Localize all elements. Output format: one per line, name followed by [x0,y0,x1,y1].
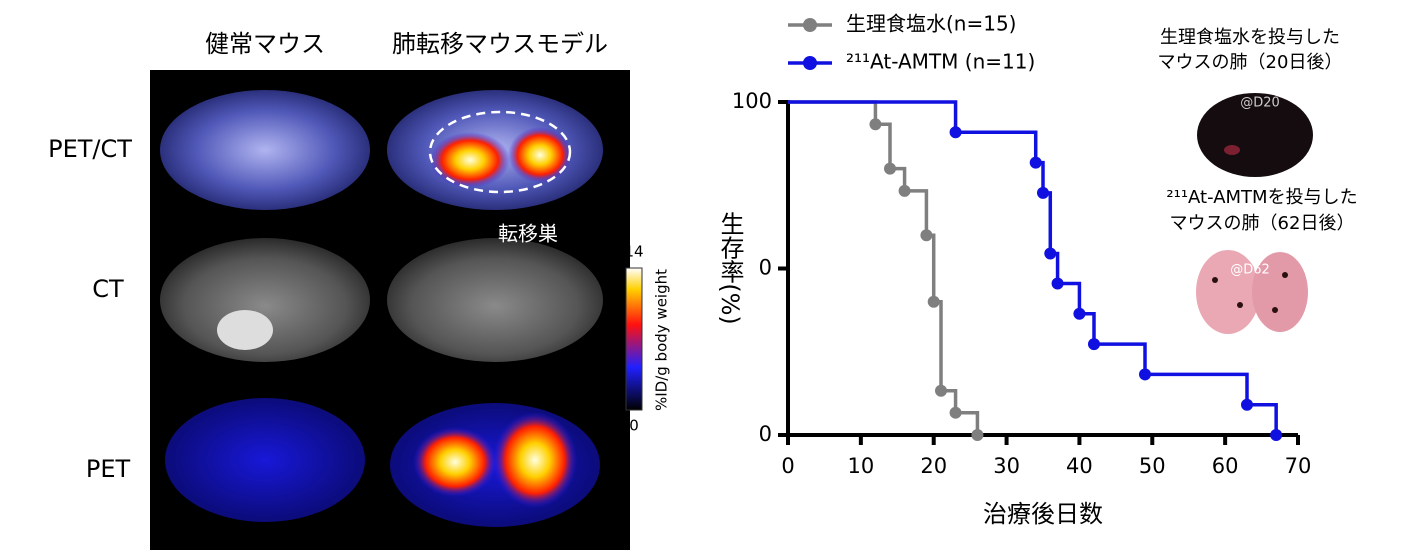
y-tick-label: 0 [759,256,772,280]
x-tick-label: 60 [1212,454,1239,478]
lung-photo [1196,250,1260,334]
colorbar [625,267,643,411]
lung-photo [1252,252,1308,332]
y-tick-label: 0 [759,422,772,446]
legend-marker [803,56,817,70]
scan-hotspot [413,427,497,497]
photo-caption: 生理食塩水を投与した [1160,27,1340,48]
scan-panel: 健常マウス 肺転移マウスモデル PET/CT CT PET 転移巣 14 0 %… [48,30,671,550]
legend-label: ²¹¹At-AMTM (n=11) [846,50,1035,74]
x-tick-label: 70 [1285,454,1312,478]
row-label: PET/CT [48,135,132,163]
photo-tag: @D20 [1240,96,1280,111]
tumor-outline [428,110,572,194]
event-marker [1051,277,1064,290]
event-marker [920,229,933,242]
colorbar-max: 14 [624,243,643,261]
event-marker [1044,247,1057,260]
scan-hotspot [493,412,577,508]
legend-marker [803,18,817,32]
event-marker [1073,307,1086,320]
photo-caption: ²¹¹At-AMTMを投与した [1166,187,1357,208]
scan-image [165,398,365,522]
x-axis-label: 治療後日数 [983,500,1103,528]
lung-spot [1237,302,1243,308]
x-tick-label: 20 [920,454,947,478]
colorbar-min: 0 [629,417,639,435]
lung-spot [1272,307,1278,313]
scan-hotspot [430,132,510,188]
lung-photo [1197,93,1313,177]
photo-caption: マウスの肺（20日後） [1158,52,1343,73]
x-tick-label: 10 [847,454,874,478]
row-label: PET [86,455,131,483]
photo-tag: @D62 [1230,263,1270,278]
event-marker [971,429,984,441]
annotation: 転移巣 [498,222,558,246]
x-tick-label: 0 [781,454,794,478]
event-marker [1029,156,1042,169]
event-marker [1139,368,1151,381]
scan-image [160,238,370,362]
event-marker [1270,429,1283,441]
column-label: 肺転移マウスモデル [392,30,608,58]
y-tick-label: 100 [732,89,772,113]
lung-spot [1212,277,1218,283]
event-marker [949,126,962,139]
event-marker [1088,338,1100,351]
column-label: 健常マウス [205,30,325,58]
row-label: CT [92,275,124,303]
lung-spot [1282,272,1288,278]
event-marker [869,118,882,131]
photo-caption: マウスの肺（62日後） [1170,213,1355,234]
event-marker [927,295,940,308]
scan-heart [217,310,273,350]
event-marker [1241,398,1253,411]
y-axis-label: 生存率(%) [716,211,744,325]
colorbar-label: %ID/g body weight [653,269,671,411]
scan-hotspot [508,127,572,183]
scan-image [387,238,603,362]
x-tick-label: 50 [1139,454,1166,478]
scan-image [160,90,370,210]
x-tick-label: 40 [1066,454,1093,478]
lung-spot [1224,145,1240,155]
survival-line [788,100,980,435]
photo-panel: 生理食塩水を投与した マウスの肺（20日後） @D20 ²¹¹At-AMTMを投… [1158,27,1358,334]
event-marker [935,384,947,397]
x-tick-label: 30 [993,454,1020,478]
event-marker [884,162,896,175]
event-marker [898,184,911,197]
event-marker [949,406,962,419]
legend-label: 生理食塩水(n=15) [846,12,1017,36]
event-marker [1037,186,1049,199]
